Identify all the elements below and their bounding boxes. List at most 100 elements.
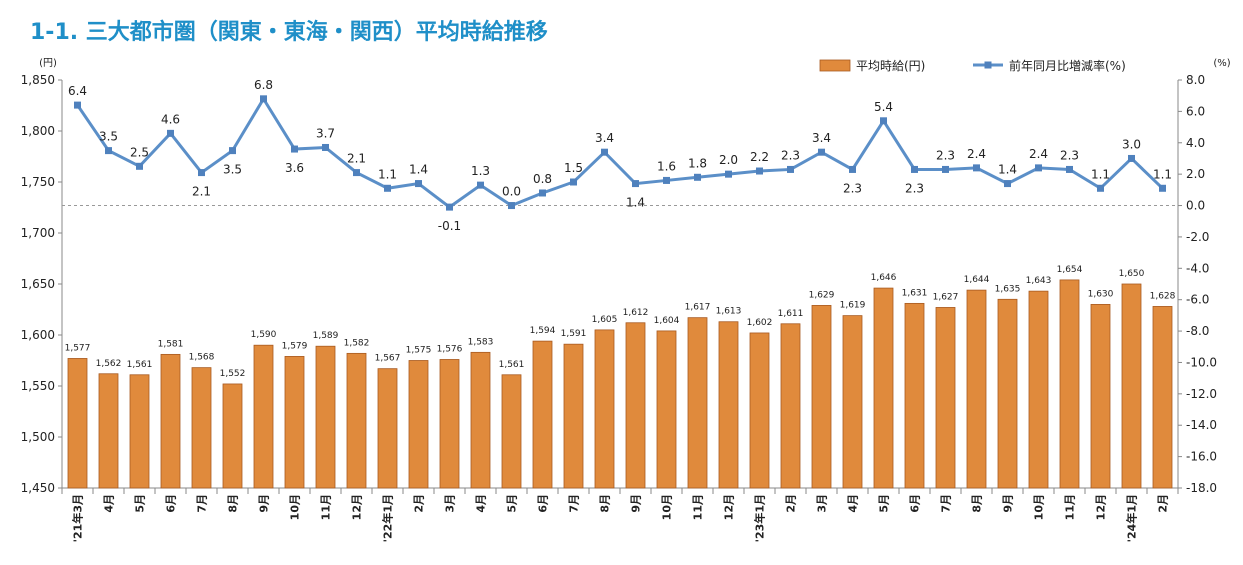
x-tick-label: 3月 (444, 494, 457, 513)
bar (346, 352, 367, 489)
bar (1028, 290, 1049, 489)
x-tick-label: 12月 (723, 494, 736, 520)
right-tick-label: -6.0 (1186, 293, 1209, 307)
rate-value-label: 3.7 (316, 126, 335, 140)
rate-value-label: 4.6 (161, 112, 180, 126)
bar (873, 287, 894, 489)
left-tick-label: 1,500 (21, 430, 55, 444)
x-tick-label: 7月 (196, 494, 209, 513)
x-tick-label: 7月 (940, 494, 953, 513)
bar (935, 307, 956, 489)
bar (749, 332, 770, 489)
bar-value-label: 1,561 (127, 360, 153, 370)
rate-point (508, 202, 515, 210)
rate-value-label: 3.6 (285, 161, 304, 175)
bar-value-label: 1,627 (933, 292, 959, 302)
bar-value-label: 1,568 (189, 353, 215, 363)
bar (160, 353, 181, 489)
right-tick-label: -18.0 (1186, 481, 1217, 495)
x-tick-label: 10月 (1033, 494, 1046, 520)
bar-value-label: 1,604 (654, 316, 680, 326)
bar-value-label: 1,613 (716, 307, 742, 317)
rate-value-label: 1.6 (657, 159, 676, 173)
bar-value-label: 1,629 (809, 290, 835, 300)
bar-value-label: 1,579 (282, 341, 308, 351)
x-tick-label: 2月 (413, 494, 426, 513)
rate-value-label: 3.5 (223, 163, 242, 177)
rate-point (198, 169, 205, 177)
bar-value-label: 1,591 (561, 329, 587, 339)
x-tick-label: 12月 (351, 494, 364, 520)
bar (904, 302, 925, 489)
bar (470, 351, 491, 489)
rate-point (849, 165, 856, 173)
bar-value-label: 1,602 (747, 318, 773, 328)
x-tick-label: 11月 (320, 494, 333, 520)
bar-value-label: 1,630 (1088, 289, 1114, 299)
bar (842, 315, 863, 489)
bar-value-label: 1,583 (468, 337, 494, 347)
bar-value-label: 1,577 (65, 343, 91, 353)
rate-value-label: 6.4 (68, 84, 87, 98)
bar (501, 374, 522, 489)
rate-value-label: 0.0 (502, 185, 521, 199)
rate-value-label: 2.1 (347, 152, 366, 166)
bar (408, 360, 429, 489)
line-series: 6.4 3.5 2.5 4.6 2.1 3.5 6.8 3.6 3.7 2.1 1.1 1.4 -0.1… (68, 78, 1172, 233)
rate-line (76, 95, 1164, 209)
rate-point (322, 143, 329, 151)
right-tick-label: 4.0 (1186, 136, 1205, 150)
rate-value-label: 2.3 (843, 181, 862, 195)
rate-point (973, 164, 980, 172)
x-tick-label: 5月 (878, 494, 891, 513)
left-tick-label: 1,750 (21, 175, 55, 189)
bar-value-label: 1,581 (158, 339, 184, 349)
bar-value-label: 1,590 (251, 330, 277, 340)
bar-value-label: 1,619 (840, 301, 866, 311)
rate-value-label: 1.4 (409, 163, 428, 177)
bar (191, 367, 212, 489)
bar (656, 330, 677, 489)
right-axis-unit: (%) (1213, 58, 1230, 69)
right-tick-label: -2.0 (1186, 230, 1209, 244)
bar (1152, 306, 1173, 489)
legend-bar-label: 平均時給(円) (856, 59, 925, 73)
rate-value-label: 1.1 (1091, 167, 1110, 181)
right-tick-label: -10.0 (1186, 355, 1217, 369)
x-tick-label: 9月 (1002, 494, 1015, 513)
right-tick-label: -8.0 (1186, 324, 1209, 338)
rate-point (446, 203, 453, 211)
bar (718, 321, 739, 489)
bar (1090, 303, 1111, 489)
left-tick-label: 1,450 (21, 481, 55, 495)
rate-value-label: 1.4 (626, 196, 645, 210)
x-tick-label: '24年1月 (1125, 494, 1139, 542)
x-tick-label: 12月 (1095, 494, 1108, 520)
x-tick-label: 4月 (847, 494, 860, 513)
rate-point (74, 101, 81, 109)
rate-value-label: 2.3 (1060, 148, 1079, 162)
bar-value-label: 1,576 (437, 344, 463, 354)
bar (532, 340, 553, 489)
x-tick-label: 2月 (785, 494, 798, 513)
chart-title: 1-1. 三大都市圏（関東・東海・関西）平均時給推移 (30, 20, 548, 45)
x-tick-label: 6月 (909, 494, 922, 513)
rate-value-label: 2.0 (719, 153, 738, 167)
x-tick-label: 11月 (692, 494, 705, 520)
rate-point (136, 162, 143, 170)
bar (1059, 279, 1080, 489)
bar (997, 298, 1018, 489)
bar (563, 343, 584, 489)
rate-point (105, 147, 112, 155)
right-tick-label: -14.0 (1186, 418, 1217, 432)
bar (687, 317, 708, 489)
x-tick-label: '22年1月 (381, 494, 395, 542)
rate-value-label: 1.1 (378, 167, 397, 181)
rate-point (229, 147, 236, 155)
bar (780, 323, 801, 489)
bar (98, 373, 119, 489)
x-tick-label: 7月 (568, 494, 581, 513)
bar-value-label: 1,635 (995, 284, 1021, 294)
rate-point (1004, 180, 1011, 188)
rate-point (880, 117, 887, 125)
